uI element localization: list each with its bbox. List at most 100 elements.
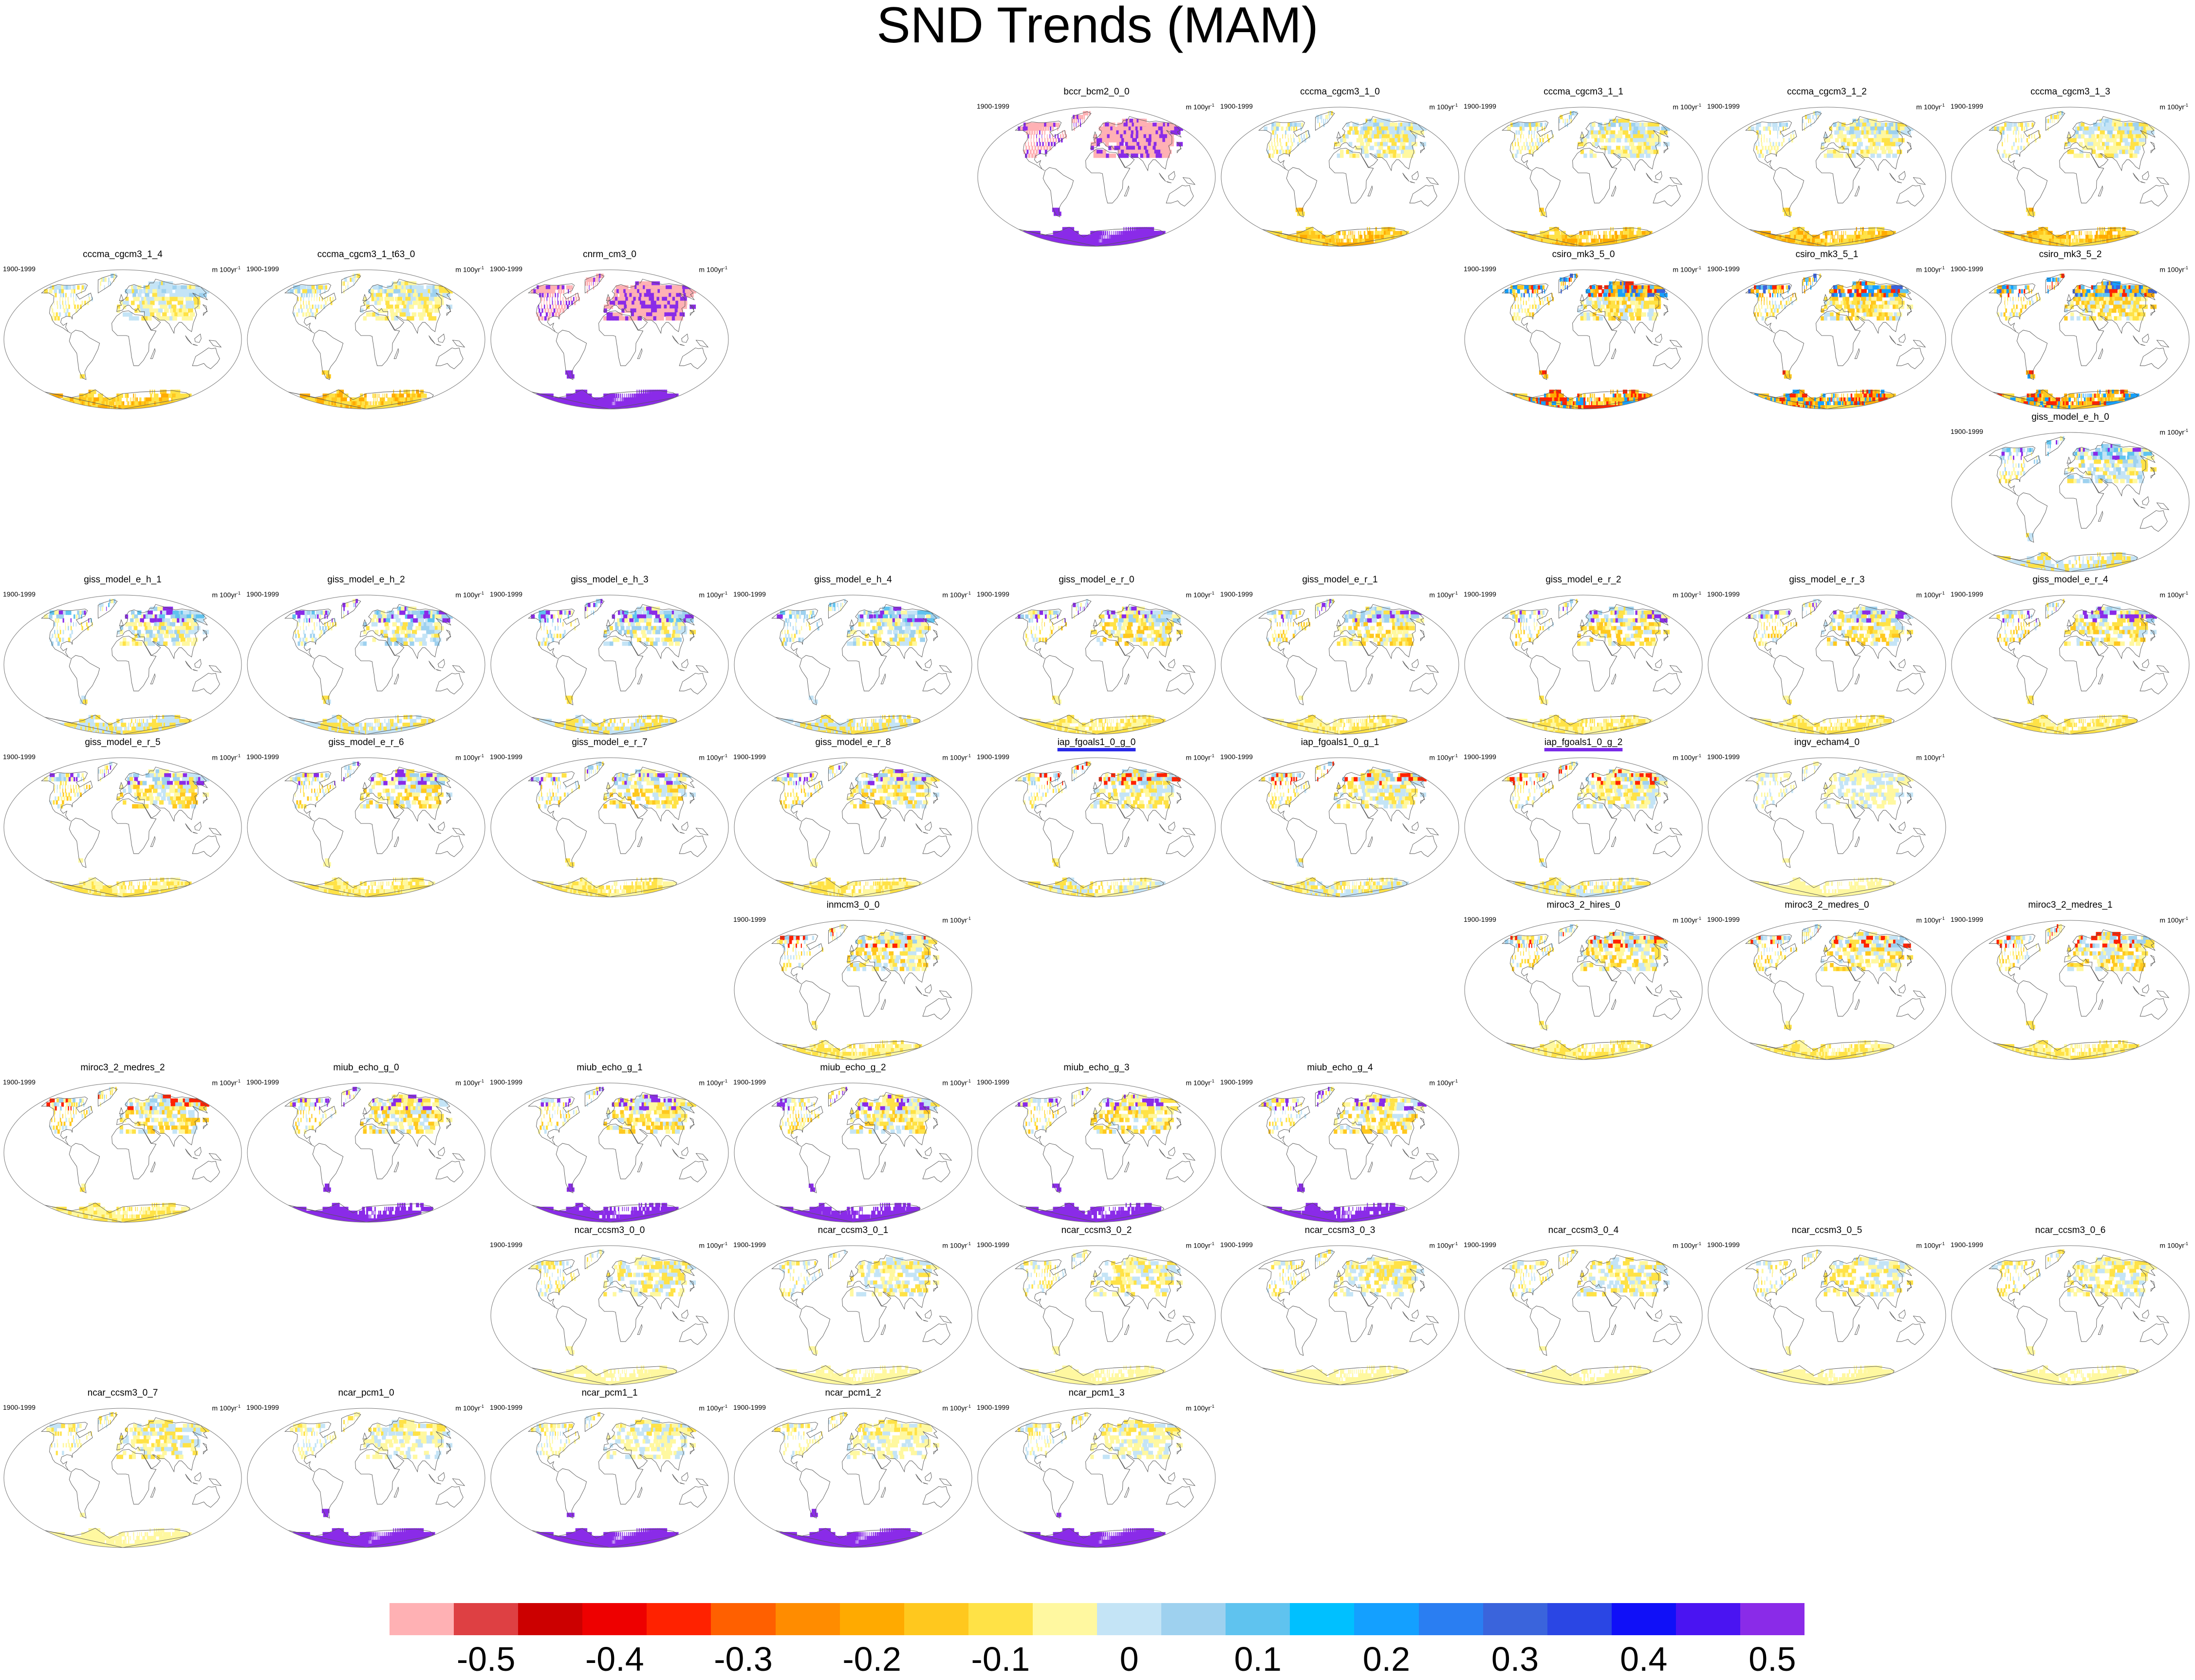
panel-units: m 100yr-1 — [1186, 589, 1214, 599]
map-panel-iap_fgoals1_0_g_2: iap_fgoals1_0_g_2 1900-1999 m 100yr-1 — [1463, 737, 1704, 898]
map-ncar_ccsm3_0_3 — [1221, 1245, 1459, 1385]
panel-units-text: m 100yr — [942, 754, 967, 762]
map-panel-cccma_cgcm3_1_0: cccma_cgcm3_1_0 1900-1999 m 100yr-1 — [1219, 87, 1461, 247]
map-panel-cccma_cgcm3_1_3: cccma_cgcm3_1_3 1900-1999 m 100yr-1 — [1950, 87, 2191, 247]
map-giss_model_e_r_8 — [734, 757, 972, 897]
map-csiro_mk3_5_2 — [1951, 269, 2190, 410]
colorbar-swatch-13 — [1226, 1603, 1290, 1635]
colorbar-tick-label: 0.3 — [1476, 1641, 1554, 1677]
panel-units: m 100yr-1 — [1429, 589, 1458, 599]
map-ingv_echam4_0 — [1708, 757, 1946, 897]
panel-units: m 100yr-1 — [942, 915, 971, 924]
panel-period: 1900-1999 — [3, 753, 36, 761]
panel-units: m 100yr-1 — [455, 1402, 484, 1412]
panel-units: m 100yr-1 — [2159, 101, 2188, 111]
panel-period: 1900-1999 — [490, 753, 522, 761]
panel-title: ncar_pcm1_3 — [976, 1388, 1217, 1399]
panel-period: 1900-1999 — [733, 915, 766, 923]
panel-period: 1900-1999 — [246, 753, 279, 761]
map-miroc3_2_medres_1 — [1951, 920, 2190, 1060]
panel-title: csiro_mk3_5_2 — [1950, 249, 2191, 260]
map-cnrm_cm3_0 — [490, 269, 729, 410]
panel-title: cnrm_cm3_0 — [489, 249, 730, 260]
panel-period: 1900-1999 — [977, 1241, 1009, 1249]
panel-units: m 100yr-1 — [1673, 1240, 1701, 1250]
panel-units-exponent: -1 — [2184, 103, 2188, 108]
panel-units: m 100yr-1 — [1916, 1240, 1945, 1250]
panel-units-exponent: -1 — [1697, 103, 1701, 108]
map-panel-csiro_mk3_5_1: csiro_mk3_5_1 1900-1999 m 100yr-1 — [1706, 249, 1948, 410]
map-iap_fgoals1_0_g_2 — [1464, 757, 1703, 897]
colorbar-swatch-17 — [1483, 1603, 1547, 1635]
panel-units-text: m 100yr — [2159, 266, 2184, 274]
map-panel-csiro_mk3_5_0: csiro_mk3_5_0 1900-1999 m 100yr-1 — [1463, 249, 1704, 410]
panel-units-exponent: -1 — [2184, 916, 2188, 921]
panel-period: 1900-1999 — [490, 590, 522, 598]
map-csiro_mk3_5_1 — [1708, 269, 1946, 410]
panel-period: 1900-1999 — [1707, 1241, 1740, 1249]
panel-units-text: m 100yr — [699, 1404, 724, 1412]
panel-units: m 100yr-1 — [1673, 589, 1701, 599]
panel-units-exponent: -1 — [1454, 103, 1458, 108]
panel-period: 1900-1999 — [1951, 915, 1983, 923]
panel-units-exponent: -1 — [480, 753, 484, 758]
map-miub_echo_g_1 — [490, 1083, 729, 1223]
panel-period: 1900-1999 — [1464, 915, 1496, 923]
map-iap_fgoals1_0_g_0 — [977, 757, 1216, 897]
panel-period: 1900-1999 — [977, 1078, 1009, 1086]
map-panel-giss_model_e_r_6: giss_model_e_r_6 1900-1999 m 100yr-1 — [245, 737, 487, 898]
map-panel-ncar_pcm1_2: ncar_pcm1_2 1900-1999 m 100yr-1 — [732, 1388, 974, 1549]
panel-units-exponent: -1 — [967, 916, 971, 921]
panel-title: miroc3_2_medres_1 — [1950, 900, 2191, 911]
panel-units-exponent: -1 — [1210, 1241, 1214, 1246]
page-title: SND Trends (MAM) — [0, 0, 2195, 54]
panel-units: m 100yr-1 — [212, 1077, 241, 1087]
panel-units-text: m 100yr — [455, 754, 480, 762]
colorbar-swatch-11 — [1097, 1603, 1162, 1635]
panel-units-exponent: -1 — [967, 591, 971, 596]
panel-units-exponent: -1 — [967, 1241, 971, 1246]
panel-units-text: m 100yr — [1429, 1242, 1454, 1250]
panel-title: ncar_pcm1_0 — [245, 1388, 487, 1399]
panel-units-exponent: -1 — [2184, 591, 2188, 596]
panel-units-exponent: -1 — [724, 1079, 727, 1083]
panel-period: 1900-1999 — [977, 1403, 1009, 1411]
panel-period: 1900-1999 — [246, 1403, 279, 1411]
colorbar-tick-label: 0.4 — [1605, 1641, 1683, 1677]
panel-units-text: m 100yr — [1186, 1404, 1210, 1412]
colorbar-swatch-10 — [1032, 1603, 1098, 1635]
panel-units-exponent: -1 — [1210, 1079, 1214, 1083]
panel-units-exponent: -1 — [2184, 1241, 2188, 1246]
panel-title: ncar_ccsm3_0_5 — [1706, 1225, 1948, 1236]
panel-title: iap_fgoals1_0_g_1 — [1219, 737, 1461, 748]
panel-units-text: m 100yr — [1186, 591, 1210, 599]
panel-units-text: m 100yr — [1429, 591, 1454, 599]
panel-units-exponent: -1 — [1210, 1404, 1214, 1409]
panel-units-text: m 100yr — [699, 591, 724, 599]
map-panel-iap_fgoals1_0_g_1: iap_fgoals1_0_g_1 1900-1999 m 100yr-1 — [1219, 737, 1461, 898]
panel-units: m 100yr-1 — [2159, 915, 2188, 924]
panel-title: inmcm3_0_0 — [732, 900, 974, 911]
map-panel-ncar_pcm1_1: ncar_pcm1_1 1900-1999 m 100yr-1 — [489, 1388, 730, 1549]
panel-units-exponent: -1 — [1941, 591, 1945, 596]
colorbar-tick-label: -0.2 — [833, 1641, 911, 1677]
panel-units-exponent: -1 — [967, 1079, 971, 1083]
panel-units-text: m 100yr — [1916, 266, 1941, 274]
panel-units-text: m 100yr — [455, 1404, 480, 1412]
panel-units-exponent: -1 — [1941, 103, 1945, 108]
panel-title: giss_model_e_r_5 — [2, 737, 243, 748]
map-miroc3_2_hires_0 — [1464, 920, 1703, 1060]
panel-period: 1900-1999 — [490, 1403, 522, 1411]
panel-units-text: m 100yr — [1673, 1242, 1697, 1250]
map-panel-miub_echo_g_3: miub_echo_g_3 1900-1999 m 100yr-1 — [976, 1063, 1217, 1223]
colorbar-swatch-2 — [518, 1603, 583, 1635]
panel-period: 1900-1999 — [1951, 428, 1983, 435]
map-ncar_ccsm3_0_5 — [1708, 1245, 1946, 1385]
colorbar-tick-label: 0.2 — [1347, 1641, 1425, 1677]
map-cccma_cgcm3_1_3 — [1951, 107, 2190, 247]
panel-title: giss_model_e_r_8 — [732, 737, 974, 748]
panel-period: 1900-1999 — [1707, 590, 1740, 598]
panel-units-exponent: -1 — [1697, 1241, 1701, 1246]
panel-units-exponent: -1 — [1941, 753, 1945, 758]
map-giss_model_e_r_5 — [3, 757, 242, 897]
